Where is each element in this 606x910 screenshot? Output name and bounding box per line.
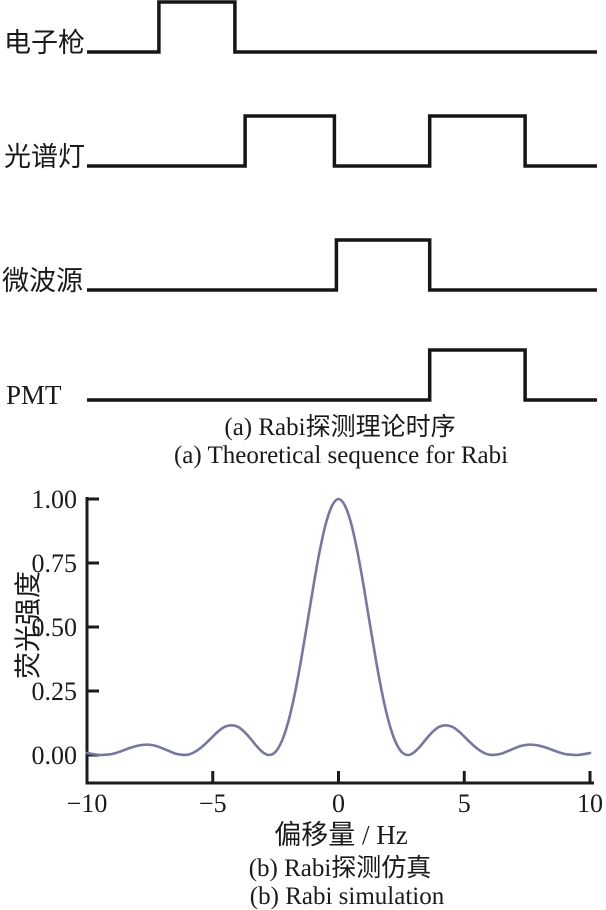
x-tick-label: 10 [577, 789, 603, 818]
channel-label-spectral-lamp: 光谱灯 [4, 142, 85, 172]
channel-label-electron-gun: 电子枪 [4, 28, 85, 58]
caption-b-english: (b) Rabi simulation [249, 883, 445, 910]
axis-spines [85, 497, 594, 785]
timing-waveform-3 [87, 348, 597, 402]
timing-waveform-1 [87, 114, 597, 168]
y-tick-label: 1.00 [32, 485, 78, 514]
y-tick-label: 0.25 [32, 677, 78, 706]
caption-b-chinese: (b) Rabi探测仿真 [248, 855, 432, 882]
x-axis-label: 偏移量 / Hz [274, 820, 408, 850]
x-tick-label: −10 [67, 789, 108, 818]
caption-a-english: (a) Theoretical sequence for Rabi [173, 442, 509, 469]
channel-label-pmt: PMT [6, 380, 62, 410]
x-tick-label: 0 [332, 789, 345, 818]
channel-label-microwave-source: 微波源 [2, 266, 83, 296]
y-axis-label: 荧光强度 [13, 571, 44, 679]
x-tick-label: −5 [199, 789, 227, 818]
x-tick-label: 5 [458, 789, 471, 818]
rabi-lineshape-curve [85, 497, 592, 757]
caption-a-chinese: (a) Rabi探测理论时序 [224, 414, 456, 441]
y-tick-label: 0.00 [32, 741, 78, 770]
y-tick-label: 0.75 [32, 549, 78, 578]
y-tick-label: 0.50 [32, 613, 78, 642]
timing-waveform-0 [87, 0, 597, 54]
timing-waveform-2 [87, 238, 597, 292]
